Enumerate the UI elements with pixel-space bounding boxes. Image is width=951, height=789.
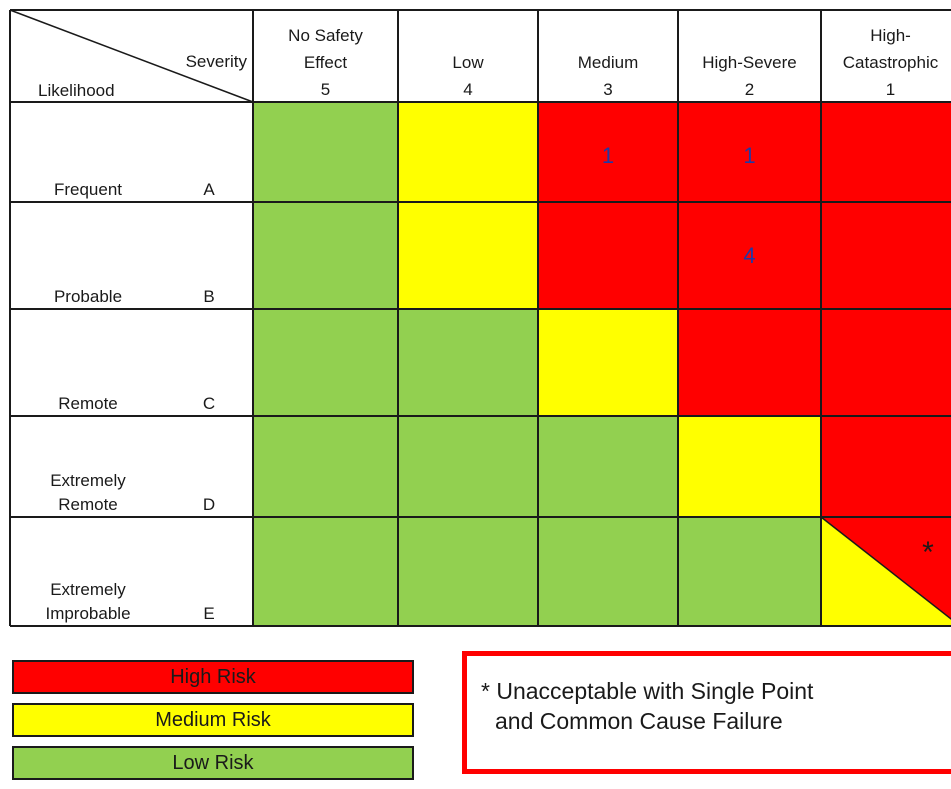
likelihood-row-name: Improbable xyxy=(45,604,130,623)
likelihood-row-line1: Extremely xyxy=(50,471,126,490)
cell-split-medium xyxy=(821,517,951,626)
likelihood-row-letter: D xyxy=(203,495,215,514)
severity-col-name: Effect xyxy=(304,53,347,72)
cell-low-r4-c1 xyxy=(398,517,538,626)
footnote-box: * Unacceptable with Single Point and Com… xyxy=(462,651,951,774)
likelihood-row-name: Probable xyxy=(54,287,122,306)
severity-col-name: Catastrophic xyxy=(843,53,939,72)
cell-high-r0-c3 xyxy=(678,102,821,202)
legend-high-risk: High Risk xyxy=(12,660,414,694)
cell-medium-r3-c3 xyxy=(678,416,821,517)
cell-low-r3-c1 xyxy=(398,416,538,517)
legend-medium-risk: Medium Risk xyxy=(12,703,414,737)
severity-col-number: 5 xyxy=(321,80,330,99)
cell-medium-r0-c1 xyxy=(398,102,538,202)
severity-col-name: Medium xyxy=(578,53,638,72)
severity-col-number: 1 xyxy=(886,80,895,99)
hazard-count: 4 xyxy=(743,243,755,268)
cell-low-r0-c0 xyxy=(253,102,398,202)
footnote-line-1: * Unacceptable with Single Point xyxy=(481,678,814,704)
likelihood-row-name: Frequent xyxy=(54,180,122,199)
cell-high-r0-c4 xyxy=(821,102,951,202)
hazard-count: 1 xyxy=(743,143,755,168)
cell-high-r2-c3 xyxy=(678,309,821,416)
likelihood-row-name: Remote xyxy=(58,394,118,413)
risk-matrix: * Severity Likelihood No Safety Effect 5 Low 4 M… xyxy=(9,9,951,627)
cell-low-r4-c3 xyxy=(678,517,821,626)
corner-diagonal xyxy=(9,9,254,103)
cell-low-r4-c2 xyxy=(538,517,678,626)
split-cell-marker: * xyxy=(922,536,934,569)
cell-high-r2-c4 xyxy=(821,309,951,416)
cell-low-r1-c0 xyxy=(253,202,398,309)
severity-axis-label: Severity xyxy=(186,52,248,71)
severity-col-line1: No Safety xyxy=(288,26,363,45)
legend-low-risk: Low Risk xyxy=(12,746,414,780)
severity-col-name: High-Severe xyxy=(702,53,797,72)
severity-col-number: 2 xyxy=(745,80,754,99)
cell-medium-r1-c1 xyxy=(398,202,538,309)
footnote-line-2: and Common Cause Failure xyxy=(495,708,783,734)
cell-medium-r2-c2 xyxy=(538,309,678,416)
likelihood-row-line1: Extremely xyxy=(50,580,126,599)
cell-high-r1-c3 xyxy=(678,202,821,309)
cell-low-r4-c0 xyxy=(253,517,398,626)
likelihood-row-letter: C xyxy=(203,394,215,413)
severity-col-number: 4 xyxy=(463,80,472,99)
likelihood-axis-label: Likelihood xyxy=(38,81,115,100)
likelihood-row-letter: B xyxy=(203,287,214,306)
severity-col-number: 3 xyxy=(603,80,612,99)
cell-high-r1-c4 xyxy=(821,202,951,309)
likelihood-row-letter: E xyxy=(203,604,214,623)
likelihood-row-letter: A xyxy=(203,180,215,199)
cell-high-r0-c2 xyxy=(538,102,678,202)
cell-high-r3-c4 xyxy=(821,416,951,517)
cell-low-r3-c2 xyxy=(538,416,678,517)
severity-col-name: Low xyxy=(452,53,484,72)
cell-low-r2-c1 xyxy=(398,309,538,416)
cell-low-r2-c0 xyxy=(253,309,398,416)
hazard-count: 1 xyxy=(602,143,614,168)
severity-col-line1: High- xyxy=(870,26,911,45)
split-diagonal xyxy=(820,516,951,620)
cell-high-r1-c2 xyxy=(538,202,678,309)
likelihood-row-name: Remote xyxy=(58,495,118,514)
cell-low-r3-c0 xyxy=(253,416,398,517)
